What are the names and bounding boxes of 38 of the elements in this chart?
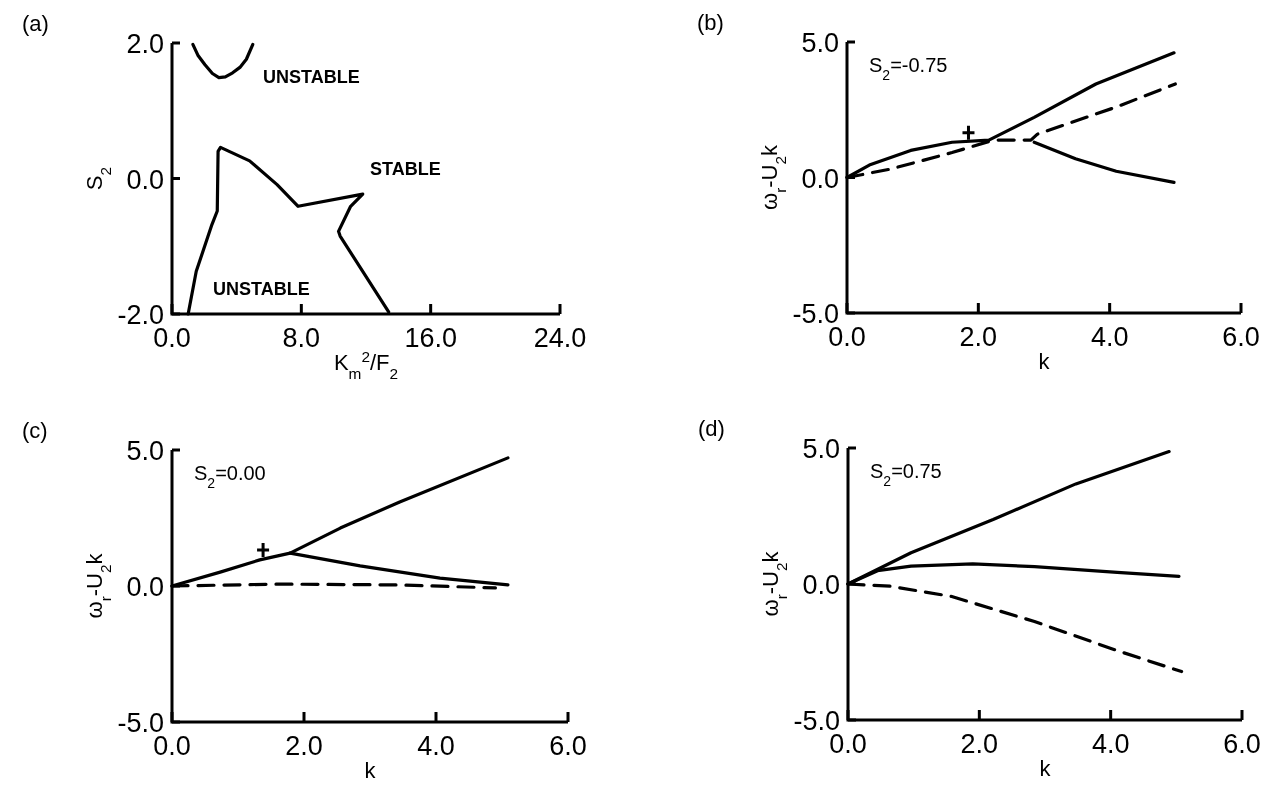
annotation: UNSTABLE bbox=[213, 279, 310, 299]
y-tick-label: 5.0 bbox=[801, 28, 839, 58]
x-tick-label: 4.0 bbox=[1091, 729, 1130, 759]
x-tick-label: 0.0 bbox=[153, 323, 191, 353]
y-tick-label: 0.0 bbox=[802, 570, 840, 600]
x-tick-label: 6.0 bbox=[1223, 729, 1261, 759]
chart-title: (b) bbox=[697, 10, 724, 35]
chart-title: (a) bbox=[22, 11, 49, 36]
x-tick-label: 2.0 bbox=[959, 322, 998, 352]
y-tick-label: 2.0 bbox=[126, 29, 164, 59]
x-tick-label: 2.0 bbox=[285, 731, 323, 761]
x-tick-label: 0.0 bbox=[153, 731, 191, 761]
y-tick-label: 5.0 bbox=[126, 436, 164, 466]
x-tick-label: 8.0 bbox=[282, 323, 321, 353]
y-tick-label: 0.0 bbox=[126, 164, 164, 195]
x-tick-label: 16.0 bbox=[404, 323, 457, 353]
x-tick-label: 6.0 bbox=[1222, 322, 1260, 352]
x-tick-label: 4.0 bbox=[417, 731, 455, 761]
x-tick-label: 2.0 bbox=[960, 729, 999, 759]
annotation: STABLE bbox=[370, 159, 441, 179]
annotation: UNSTABLE bbox=[263, 67, 360, 87]
y-tick-label: 5.0 bbox=[802, 434, 840, 464]
chart-title: (c) bbox=[22, 418, 48, 443]
x-tick-label: 4.0 bbox=[1090, 322, 1129, 352]
x-axis-title: k bbox=[1038, 349, 1051, 374]
annotation: S$_{2}$=-0.75 bbox=[869, 54, 948, 83]
chart-title: (d) bbox=[698, 416, 725, 441]
x-tick-label: 24.0 bbox=[533, 323, 587, 353]
x-axis-title: K$_{m}$$^{2}$/F$_{2}$ bbox=[333, 347, 399, 382]
x-tick-label: 0.0 bbox=[828, 322, 866, 352]
y-tick-label: 0.0 bbox=[801, 163, 839, 194]
x-axis-title: k bbox=[364, 758, 377, 783]
annotation: S$_{2}$=0.75 bbox=[870, 460, 942, 489]
x-tick-label: 6.0 bbox=[549, 731, 587, 761]
x-tick-label: 0.0 bbox=[829, 729, 867, 759]
x-axis-title: k bbox=[1039, 756, 1052, 781]
annotation: S$_{2}$=0.00 bbox=[194, 462, 266, 491]
y-tick-label: 0.0 bbox=[126, 572, 164, 602]
